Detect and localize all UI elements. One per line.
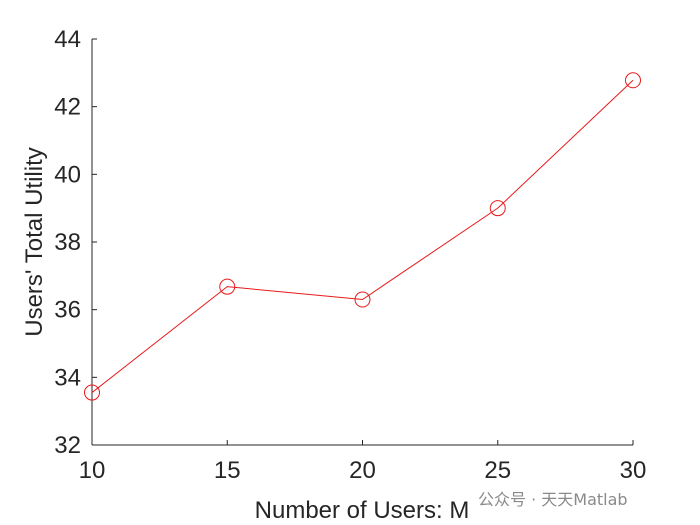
y-tick-label: 32 [54, 432, 81, 459]
data-point-marker [625, 72, 641, 89]
x-tick-label: 10 [79, 457, 106, 484]
x-tick-label: 25 [484, 457, 511, 484]
y-tick-label: 36 [54, 297, 81, 324]
y-tick-label: 44 [54, 26, 81, 53]
x-tick-label: 15 [214, 457, 241, 484]
data-point-marker [489, 200, 506, 217]
watermark-text: 公众号 · 天天Matlab [478, 490, 628, 509]
x-tick-label: 20 [349, 457, 376, 484]
x-axis-label: Number of Users: M [255, 497, 470, 524]
series-group [84, 72, 641, 401]
y-tick-label: 38 [54, 229, 81, 256]
x-tick-label: 30 [620, 457, 647, 484]
data-point-marker [354, 291, 371, 308]
y-tick-label: 34 [54, 364, 81, 391]
data-point-marker [84, 384, 100, 401]
y-axis-label: Users' Total Utility [21, 147, 48, 337]
y-tick-label: 40 [54, 161, 81, 188]
data-point-marker [219, 278, 236, 295]
series-line [91, 79, 634, 393]
y-tick-label: 42 [54, 94, 81, 121]
axes: 10 15 20 25 30 32 34 36 38 40 42 44 [54, 26, 646, 484]
